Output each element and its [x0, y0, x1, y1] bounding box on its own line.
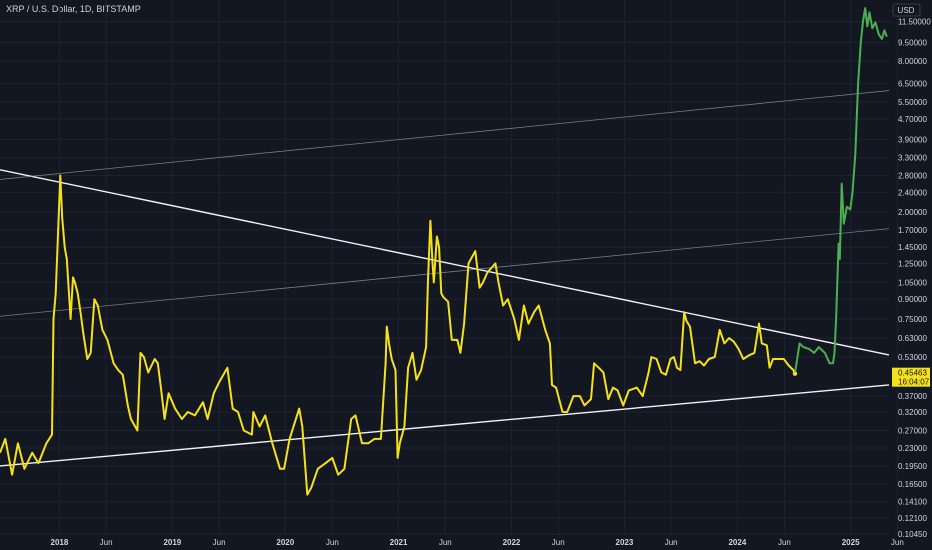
y-tick-label: 4.70000 [898, 115, 927, 124]
x-tick-label: 2023 [616, 538, 634, 547]
last-price-marker [792, 371, 798, 376]
y-tick-label: 0.53000 [898, 353, 927, 362]
x-tick-label: Jun [100, 538, 113, 547]
y-tick-label: 0.23000 [898, 444, 927, 453]
y-tick-label: 1.25000 [898, 259, 927, 268]
currency-badge[interactable] [892, 3, 921, 17]
trendline [0, 228, 890, 317]
y-tick-label: 1.45000 [898, 243, 927, 252]
y-tick-label: 0.27000 [898, 427, 927, 436]
y-tick-label: 2.00000 [898, 208, 927, 217]
y-tick-label: 0.32000 [898, 408, 927, 417]
x-tick-label: 2018 [51, 538, 69, 547]
y-tick-label: 8.00000 [898, 57, 927, 66]
y-tick-label: 3.30000 [898, 154, 927, 163]
x-tick-label: Jun [778, 538, 791, 547]
y-tick-label: 0.16500 [898, 480, 927, 489]
trendline [0, 384, 890, 467]
trendlines [0, 90, 890, 467]
y-tick-label: 0.37000 [898, 392, 927, 401]
trendline [0, 90, 890, 180]
y-tick-label: 3.90000 [898, 135, 927, 144]
y-tick-label: 5.50000 [898, 98, 927, 107]
last-price-label: 0.45463 [898, 369, 927, 378]
x-tick-label: Jun [552, 538, 565, 547]
y-axis: USD 11.50000 9.50000 8.00000 6.50000 5.50000… [892, 3, 931, 539]
x-tick-label: 2024 [728, 538, 746, 547]
currency-label: USD [898, 6, 915, 15]
price-line [793, 7, 888, 374]
x-tick-label: 2025 [842, 538, 860, 547]
grid [0, 0, 898, 535]
x-tick-label: Jun [213, 538, 226, 547]
y-tick-label: 6.50000 [898, 80, 927, 89]
countdown-label: 16:04:07 [898, 378, 930, 387]
series-group [0, 7, 888, 496]
y-tick-label: 0.10450 [898, 530, 927, 539]
chart-title: XRP / U.S. Dollar, 1D, BITSTAMP [6, 4, 141, 14]
x-tick-label: Jun [326, 538, 339, 547]
y-tick-label: 11.50000 [898, 17, 931, 26]
y-tick-label: 2.40000 [898, 188, 927, 197]
x-tick-label: Jun [665, 538, 678, 547]
x-tick-label: 2019 [163, 538, 181, 547]
x-tick-label: Jun [891, 538, 904, 547]
x-tick-label: 2022 [503, 538, 521, 547]
y-tick-label: 0.90000 [898, 295, 927, 304]
y-tick-label: 0.63000 [898, 334, 927, 343]
y-tick-label: 9.50000 [898, 38, 927, 47]
y-tick-label: 0.19500 [898, 462, 927, 471]
y-tick-label: 0.75000 [898, 315, 927, 324]
trendline [0, 169, 890, 356]
y-tick-label: 0.12100 [898, 514, 927, 523]
y-tick-label: 0.14100 [898, 497, 927, 506]
price-line [0, 174, 796, 496]
x-tick-label: 2020 [276, 538, 294, 547]
price-tag: 0.45463 16:04:07 [892, 367, 930, 387]
x-tick-label: Jun [439, 538, 452, 547]
y-tick-label: 1.05000 [898, 278, 927, 287]
price-tag-box [892, 367, 930, 387]
y-tick-label: 2.80000 [898, 171, 927, 180]
x-tick-label: 2021 [390, 538, 408, 547]
x-axis: 2018 Jun 2019 Jun 2020 Jun 2021 Jun 2022 Jun 2023 J… [51, 538, 904, 547]
y-tick-label: 1.70000 [898, 226, 927, 235]
